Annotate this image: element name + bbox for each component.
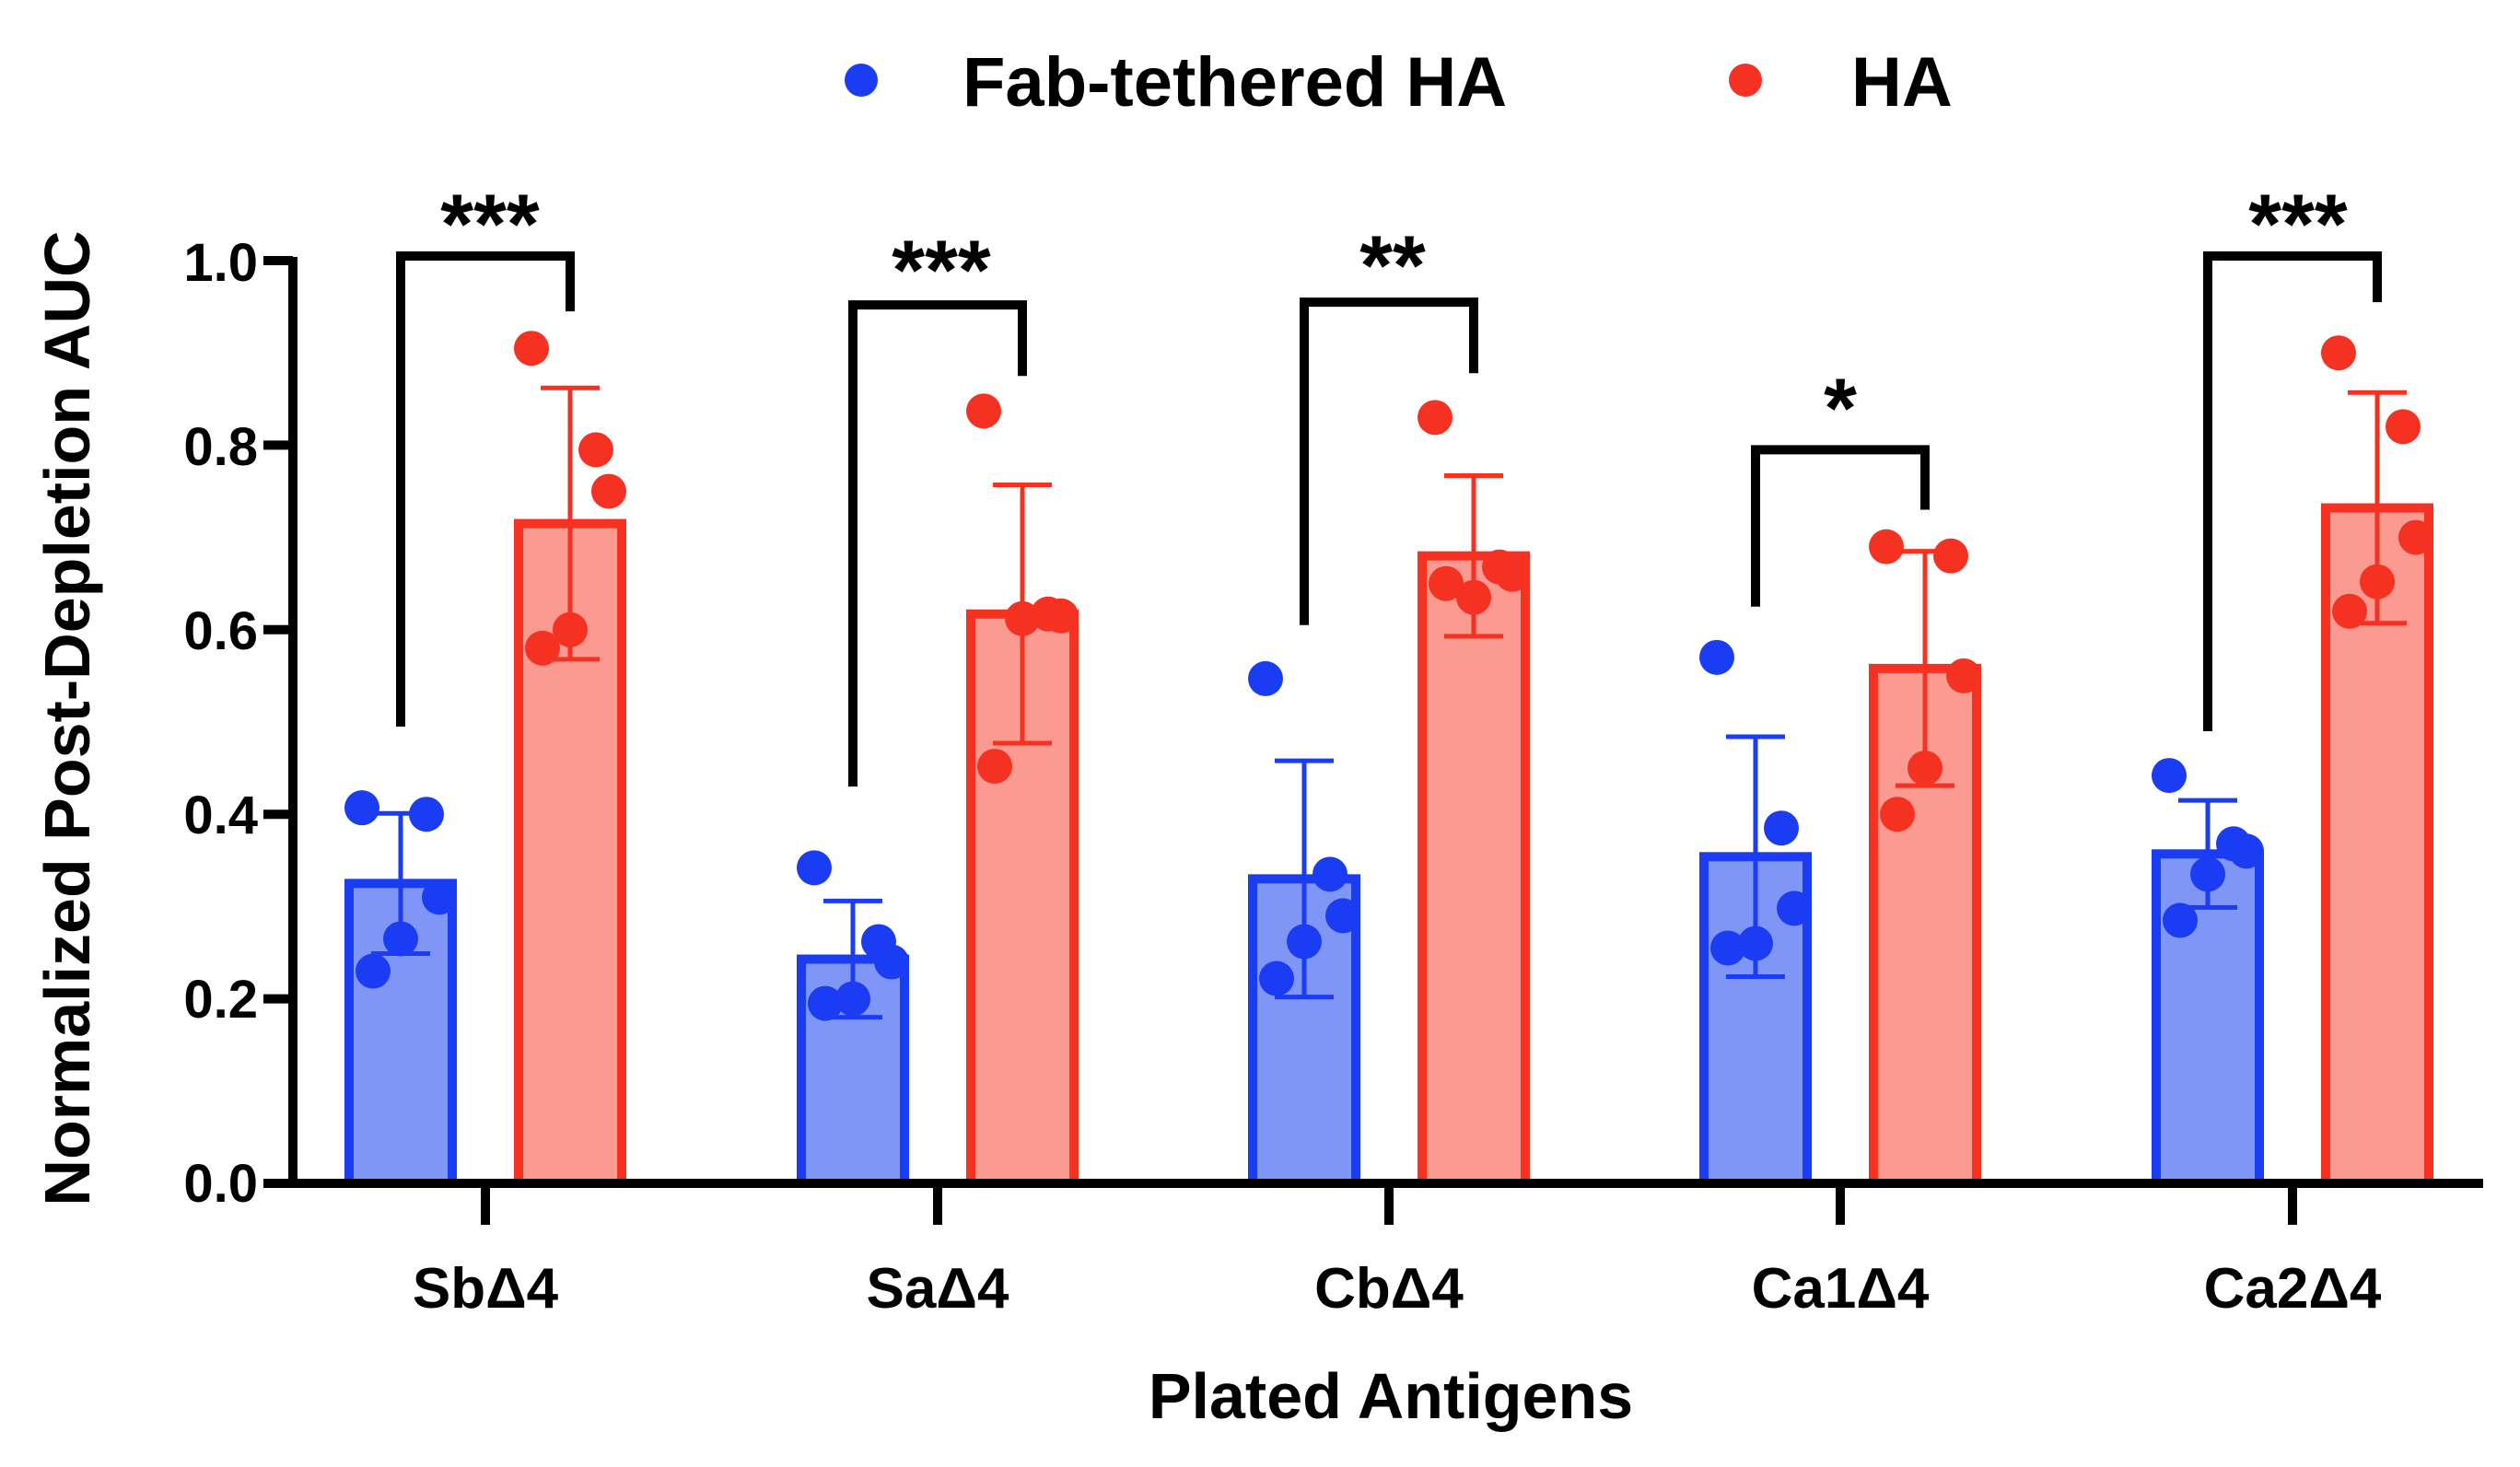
data-point-0-4-2: [2229, 833, 2264, 869]
significance-brackets-layer: [396, 250, 2382, 787]
data-point-0-1-4: [808, 985, 843, 1021]
data-point-0-3-4: [1710, 930, 1745, 966]
data-point-0-2-1: [1312, 856, 1348, 892]
x-tick-label-3: Ca1Δ4: [1752, 1257, 1930, 1321]
data-point-0-2-0: [1248, 660, 1283, 696]
data-point-1-3-1: [1933, 538, 1968, 574]
y-tick-label-4: 0.8: [183, 417, 258, 477]
data-point-0-0-3: [383, 921, 418, 957]
data-point-1-4-3: [2360, 564, 2395, 600]
y-tick-label-5: 1.0: [183, 233, 258, 293]
legend: Fab-tethered HA HA: [845, 43, 1953, 122]
data-point-0-1-2: [874, 944, 909, 980]
significance-bracket-4: [2203, 250, 2382, 732]
x-tick-label-2: CbΔ4: [1314, 1257, 1464, 1321]
data-point-1-0-1: [578, 432, 613, 468]
data-point-1-2-3: [1456, 579, 1491, 615]
significance-bracket-2: [1300, 297, 1478, 625]
data-point-1-1-0: [966, 393, 1001, 429]
significance-bracket-3: [1751, 445, 1930, 607]
data-point-0-0-0: [344, 790, 379, 826]
data-point-0-4-4: [2163, 902, 2198, 938]
data-point-1-4-4: [2332, 593, 2367, 629]
data-point-0-2-4: [1259, 961, 1294, 996]
x-tick-label-0: SbΔ4: [413, 1257, 559, 1321]
data-point-0-2-2: [1325, 898, 1360, 934]
legend-label-ha: HA: [1851, 43, 1953, 122]
bar-ha-2: [1418, 551, 1530, 1188]
data-point-1-4-1: [2386, 409, 2421, 445]
significance-label-3: *: [1824, 362, 1857, 456]
axes-layer: [263, 256, 2483, 1225]
data-point-1-1-2: [1044, 598, 1079, 634]
data-point-1-0-2: [591, 473, 626, 509]
data-point-1-2-0: [1418, 400, 1452, 436]
y-tick-label-0: 0.0: [183, 1154, 258, 1214]
data-point-0-2-3: [1287, 924, 1322, 960]
data-point-1-4-0: [2321, 335, 2356, 371]
error-bars-layer: [371, 385, 2407, 1020]
data-point-0-3-0: [1699, 639, 1734, 675]
data-point-1-3-0: [1869, 529, 1904, 565]
x-axis-title: Plated Antigens: [1149, 1360, 1633, 1432]
x-tick-label-1: SaΔ4: [867, 1257, 1009, 1321]
data-point-0-0-2: [422, 879, 457, 915]
x-tick-label-4: Ca2Δ4: [2204, 1257, 2382, 1321]
data-point-0-3-2: [1777, 891, 1812, 926]
y-tick-labels: 0.0 0.2 0.4 0.6 0.8 1.0: [183, 233, 258, 1214]
y-tick-label-1: 0.2: [183, 970, 258, 1030]
data-point-0-4-0: [2152, 758, 2187, 794]
legend-marker-ha: [1729, 64, 1762, 97]
data-point-0-3-1: [1764, 810, 1799, 846]
data-point-1-1-4: [977, 749, 1012, 785]
significance-bracket-1: [848, 300, 1027, 787]
data-point-0-0-4: [356, 953, 391, 989]
data-point-0-4-3: [2190, 856, 2225, 892]
legend-label-fab-tethered-ha: Fab-tethered HA: [962, 43, 1507, 122]
x-tick-labels: SbΔ4 SaΔ4 CbΔ4 Ca1Δ4 Ca2Δ4: [413, 1257, 2382, 1321]
data-point-1-0-0: [514, 331, 549, 367]
data-point-1-2-2: [1495, 556, 1530, 592]
data-point-0-0-1: [409, 797, 444, 832]
data-point-0-3-3: [1738, 926, 1773, 961]
legend-marker-fab-tethered-ha: [845, 64, 878, 97]
data-point-1-0-3: [553, 611, 588, 647]
bars-layer: [344, 503, 2433, 1189]
data-point-1-3-3: [1908, 751, 1942, 786]
y-tick-label-2: 0.4: [183, 786, 258, 845]
data-point-1-1-3: [1005, 600, 1040, 636]
y-axis-title: Normalized Post-Depletion AUC: [31, 230, 103, 1205]
y-tick-label-3: 0.6: [183, 601, 258, 661]
data-point-1-3-4: [1880, 797, 1915, 832]
data-point-1-0-4: [525, 630, 560, 666]
significance-label-2: **: [1359, 219, 1426, 313]
data-point-1-4-2: [2398, 519, 2433, 555]
data-points-layer: [344, 331, 2433, 1021]
data-point-0-1-3: [835, 981, 870, 1017]
data-point-0-1-0: [797, 850, 832, 886]
significance-bracket-0: [396, 250, 575, 728]
data-point-1-2-4: [1429, 565, 1464, 601]
significance-labels: *** *** ** * ***: [440, 178, 2348, 456]
data-point-1-3-2: [1946, 658, 1981, 693]
